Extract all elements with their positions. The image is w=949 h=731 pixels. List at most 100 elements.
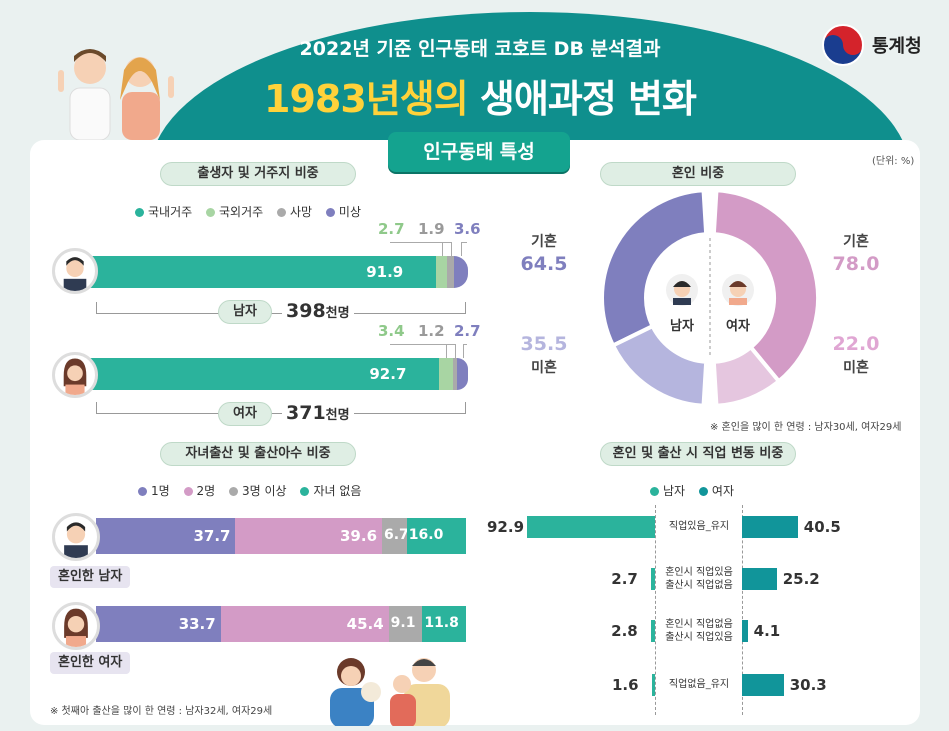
childbirth-title: 자녀출산 및 출산아수 비중 — [160, 442, 356, 466]
married-male-tag: 혼인한 남자 — [50, 566, 131, 588]
data-label: 2.7 — [378, 220, 405, 238]
male-bar — [651, 568, 655, 590]
data-label: 91.9 — [366, 263, 404, 281]
female-married-slice — [711, 190, 820, 385]
data-label: 2.8 — [611, 622, 638, 640]
data-label: 3.4 — [378, 322, 405, 340]
data-label: 1.2 — [418, 322, 445, 340]
male-unmarried-slice — [610, 323, 709, 408]
marriage-donut: 남자 여자 기혼 64.5 35.5 미혼 기혼 78.0 22.0 미혼 — [521, 190, 880, 408]
unit-label: (단위: %) — [872, 156, 915, 167]
row-label-2: 출산시 직업없음 — [665, 580, 733, 591]
legend-label: 사망 — [290, 205, 313, 219]
family-illustration-icon — [330, 658, 450, 726]
male-married-label: 기혼 — [531, 233, 557, 250]
leader-line — [430, 344, 457, 358]
legend-label: 자녀 없음 — [313, 484, 362, 498]
female-unmarried-value: 22.0 — [833, 333, 880, 355]
row-label-1: 직업있음_유지 — [668, 521, 730, 532]
leader-line — [430, 242, 452, 256]
bar-segment — [220, 606, 389, 642]
legend-dot — [325, 208, 335, 217]
section-title: 인구동태 특성 — [388, 132, 570, 172]
title-highlight: 1983년생의 — [264, 77, 469, 121]
male-bar — [527, 516, 655, 538]
data-label: 9.1 — [390, 615, 416, 631]
data-label: 16.0 — [408, 527, 444, 543]
female-bar — [742, 568, 777, 590]
married-male-avatar-icon — [52, 513, 100, 561]
data-label: 92.9 — [487, 518, 525, 536]
bar-segment — [96, 606, 221, 642]
female-unmarried-slice — [711, 344, 782, 408]
female-bar — [742, 620, 748, 642]
male-count-value: 398 — [286, 300, 326, 322]
legend-dot — [277, 208, 286, 217]
female-bracket — [96, 402, 466, 414]
bar-segment — [76, 358, 440, 390]
marriage-note: ※ 혼인을 많이 한 연령 : 남자30세, 여자29세 — [710, 422, 902, 433]
bar-segment — [454, 256, 469, 288]
job-axis-right — [742, 505, 743, 715]
childbirth-note: ※ 첫째아 출산을 많이 한 연령 : 남자32세, 여자29세 — [50, 706, 273, 717]
bar-segment — [446, 256, 455, 288]
bar-segment — [457, 358, 468, 390]
legend-label: 미상 — [338, 205, 362, 219]
male-pill: 남자 — [218, 300, 272, 324]
title-rest: 생애과정 변화 — [467, 77, 697, 121]
bar-segment — [76, 256, 437, 288]
legend-dot — [698, 487, 708, 496]
residence-title: 출생자 및 거주지 비중 — [160, 162, 356, 186]
legend-dot — [206, 208, 215, 217]
female-unmarried-label: 미혼 — [843, 359, 869, 376]
legend-dot — [650, 487, 659, 496]
bar-segment — [235, 518, 382, 554]
data-label: 2.7 — [454, 322, 481, 340]
data-label: 30.3 — [789, 676, 827, 694]
data-label: 1.9 — [418, 220, 445, 238]
data-label: 92.7 — [369, 365, 407, 383]
header-subtitle: 2022년 기준 인구동태 코호트 DB 분석결과 — [299, 38, 661, 60]
row-label-2: 출산시 직업있음 — [665, 632, 733, 643]
data-label: 6.7 — [384, 527, 409, 543]
residence-legend: 국내거주 국외거주 사망 미상 — [125, 203, 361, 220]
row-label-1: 혼인시 직업있음 — [665, 567, 733, 578]
row-label-1: 직업없음_유지 — [668, 679, 730, 690]
male-center-avatar-icon — [666, 274, 698, 306]
legend-label: 국내거주 — [148, 205, 193, 219]
female-center-label: 여자 — [726, 318, 750, 334]
male-bar — [651, 620, 655, 642]
male-bracket — [96, 302, 466, 314]
leader-line — [390, 242, 443, 256]
leader-line — [390, 344, 448, 358]
female-count: 371천명 — [282, 402, 354, 424]
bar-segment — [439, 358, 453, 390]
count-unit: 천명 — [325, 408, 350, 423]
data-label: 33.7 — [178, 615, 216, 633]
male-unmarried-label: 미혼 — [531, 359, 557, 376]
leader-line — [462, 344, 467, 358]
married-female-avatar-icon — [52, 602, 100, 650]
legend-label: 국외거주 — [219, 205, 264, 219]
legend-dot — [229, 487, 239, 496]
bar-segment — [436, 256, 447, 288]
bar-segment — [96, 518, 236, 554]
data-label: 2.7 — [611, 570, 638, 588]
legend-label: 1명 — [151, 484, 170, 498]
legend-dot — [300, 487, 310, 496]
data-label: 3.6 — [454, 220, 481, 238]
legend-label: 2명 — [196, 484, 216, 498]
data-label: 40.5 — [803, 518, 841, 536]
marriage-title: 혼인 비중 — [600, 162, 796, 186]
legend-dot — [135, 208, 144, 217]
male-avatar-icon — [52, 248, 98, 294]
bar-segment — [388, 606, 423, 642]
job-title: 혼인 및 출산 시 직업 변동 비중 — [600, 442, 796, 466]
data-label: 1.6 — [612, 676, 639, 694]
legend-label: 3명 이상 — [242, 484, 287, 498]
bar-segment — [406, 518, 466, 554]
bar-segment — [422, 606, 466, 642]
male-married-value: 64.5 — [521, 253, 568, 275]
bar-segment — [382, 518, 407, 554]
statistics-korea-logo-icon — [822, 24, 864, 66]
